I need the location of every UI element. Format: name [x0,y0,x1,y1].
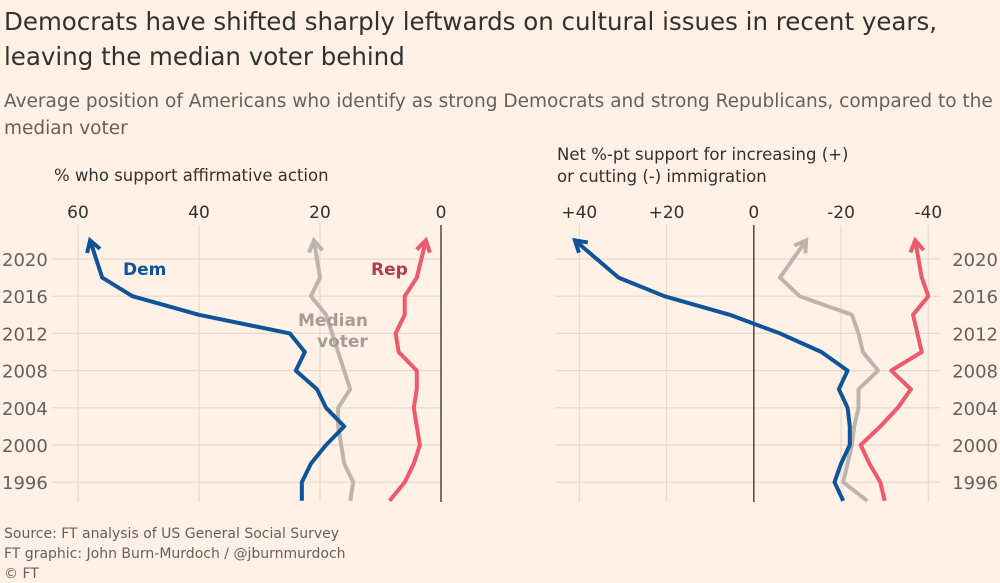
x-tick-label: -20 [827,203,855,223]
arrowhead-median-voter [307,236,324,254]
y-tick-label: 2012 [952,324,998,345]
x-tick-label: +40 [561,203,597,223]
x-tick-label: 60 [67,203,89,223]
right-x-axis-title-line2: or cutting (-) immigration [557,167,767,186]
y-tick-label: 1996 [2,473,48,494]
dem-label: Dem [123,260,167,280]
median-label-line2: voter [317,332,368,352]
rep-label: Rep [371,260,408,280]
chart-subtitle: Average position of Americans who identi… [4,91,993,139]
x-tick-label: 40 [188,203,210,223]
x-tick-label: 0 [436,203,447,223]
arrowhead-rep [415,236,432,254]
y-tick-label: 2004 [952,399,998,420]
series-line-median-voter [308,240,356,502]
arrowhead-median-voter [793,237,809,254]
series-line-rep [858,240,931,502]
y-tick-label: 2016 [952,287,998,308]
y-tick-label: 2004 [2,399,48,420]
x-tick-label: -40 [914,203,942,223]
series-line-rep [388,239,428,503]
y-tick-label: 2000 [952,436,998,457]
arrowhead-dem [85,236,102,254]
x-tick-label: +20 [649,203,685,223]
left-x-axis-title: % who support affirmative action [54,166,329,185]
y-tick-label: 2020 [952,250,998,271]
series-line-dem [88,239,347,501]
x-tick-label: 20 [309,203,331,223]
series-line-median-voter [777,239,881,503]
arrowhead-rep [908,236,926,254]
y-tick-label: 2012 [2,324,48,345]
source-note: Source: FT analysis of US General Social… [4,526,340,542]
y-tick-label: 2020 [2,250,48,271]
credit-note: FT graphic: John Burn-Murdoch / @jburnmu… [4,546,346,562]
median-label-line1: Median [298,311,369,331]
y-tick-label: 2016 [2,287,48,308]
series-line-dem [573,238,852,502]
y-tick-label: 1996 [952,473,998,494]
y-tick-label: 2008 [952,362,998,383]
y-tick-label: 2008 [2,362,48,383]
right-x-axis-title-line1: Net %-pt support for increasing (+) [557,145,849,164]
chart-title: Democrats have shifted sharply leftwards… [4,7,938,71]
arrowhead-dem [572,237,589,254]
y-tick-label: 2000 [2,436,48,457]
x-tick-label: 0 [748,203,759,223]
copyright: © FT [4,566,39,582]
